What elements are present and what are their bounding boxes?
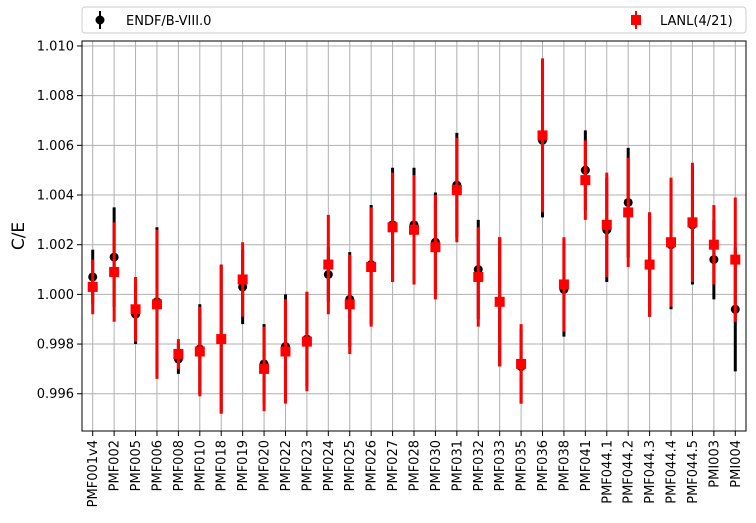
- x-tick-label: PMF044.3: [643, 440, 658, 504]
- y-axis-title: C/E: [9, 222, 29, 250]
- x-axis: PMF001v4 PMF002 PMF005 PMF006 PMF008 PMF010 PM…: [86, 431, 744, 507]
- x-tick-label: PMF026: [365, 440, 380, 491]
- x-tick-label: PMF033: [493, 440, 508, 491]
- x-tick-label: PMF022: [279, 440, 294, 491]
- y-tick-label: 1.010: [37, 39, 74, 54]
- x-tick-label: PMF031: [450, 440, 465, 491]
- x-tick-label: PMF024: [322, 440, 337, 491]
- lanl-point: [87, 281, 98, 292]
- x-tick-label: PMF006: [150, 440, 165, 491]
- x-tick-label: PMI004: [729, 440, 744, 488]
- x-tick-label: PMF010: [193, 440, 208, 491]
- x-tick-label: PMF036: [536, 440, 551, 491]
- lanl-point: [173, 348, 184, 359]
- lanl-point: [344, 299, 355, 310]
- x-tick-label: PMF020: [258, 440, 273, 491]
- x-tick-label: PMF008: [172, 440, 187, 491]
- lanl-point: [366, 262, 377, 273]
- lanl-point: [130, 304, 141, 315]
- lanl-point: [151, 299, 162, 310]
- x-tick-label: PMF027: [386, 440, 401, 491]
- y-tick-label: 1.000: [37, 288, 74, 303]
- lanl-point: [473, 271, 484, 282]
- y-tick-label: 1.006: [37, 139, 74, 154]
- x-tick-label: PMF023: [300, 440, 315, 491]
- y-tick-label: 0.998: [37, 338, 74, 353]
- legend-endf-marker: [95, 15, 105, 25]
- x-tick-label: PMF044.4: [665, 440, 680, 504]
- x-tick-label: PMF025: [343, 440, 358, 491]
- x-tick-label: PMF041: [579, 440, 594, 491]
- x-tick-label: PMF002: [108, 440, 123, 491]
- lanl-point: [666, 237, 677, 248]
- lanl-point: [730, 254, 741, 265]
- x-tick-label: PMF044.2: [622, 440, 637, 504]
- y-tick-label: 1.008: [37, 89, 74, 104]
- x-tick-label: PMF001v4: [86, 440, 101, 507]
- lanl-point: [601, 219, 612, 230]
- y-tick-label: 1.002: [37, 238, 74, 253]
- lanl-point: [387, 222, 398, 233]
- x-tick-label: PMF018: [215, 440, 230, 491]
- lanl-point: [516, 358, 527, 369]
- series-lanl: [87, 58, 741, 414]
- x-tick-label: PMI003: [707, 440, 722, 488]
- lanl-point: [537, 130, 548, 141]
- lanl-point: [301, 336, 312, 347]
- lanl-point: [237, 274, 248, 285]
- x-tick-label: PMF028: [408, 440, 423, 491]
- x-tick-label: PMF038: [557, 440, 572, 491]
- lanl-point: [494, 296, 505, 307]
- legend-lanl-label: LANL(4/21): [660, 14, 733, 29]
- lanl-point: [708, 239, 719, 250]
- lanl-point: [109, 267, 120, 278]
- x-tick-label: PMF044.1: [600, 440, 615, 504]
- lanl-point: [409, 224, 419, 235]
- x-tick-label: PMF030: [429, 440, 444, 491]
- legend-lanl-marker: [631, 15, 641, 25]
- lanl-point: [451, 185, 462, 196]
- x-tick-label: PMF044.5: [686, 440, 701, 504]
- y-axis: 0.996 0.998 1.000 1.002 1.004 1.006 1.008 1.010: [37, 39, 82, 402]
- legend-frame: [81, 6, 747, 34]
- lanl-point: [644, 259, 655, 270]
- x-tick-label: PMF005: [129, 440, 144, 491]
- x-tick-label: PMF035: [515, 440, 530, 491]
- lanl-point: [430, 242, 441, 253]
- lanl-point: [558, 279, 569, 290]
- legend-endf-label: ENDF/B-VIII.0: [126, 14, 211, 29]
- lanl-point: [216, 334, 227, 345]
- x-tick-label: PMF032: [472, 440, 487, 491]
- lanl-point: [280, 346, 291, 357]
- x-tick-label: PMF019: [236, 440, 251, 491]
- legend: ENDF/B-VIII.0 LANL(4/21): [81, 6, 747, 34]
- lanl-point: [194, 346, 205, 357]
- lanl-point: [580, 175, 591, 186]
- lanl-point: [623, 207, 634, 218]
- lanl-point: [687, 217, 698, 228]
- lanl-point: [323, 259, 334, 270]
- y-tick-label: 1.004: [37, 189, 74, 204]
- y-tick-label: 0.996: [37, 387, 74, 402]
- lanl-point: [259, 363, 270, 374]
